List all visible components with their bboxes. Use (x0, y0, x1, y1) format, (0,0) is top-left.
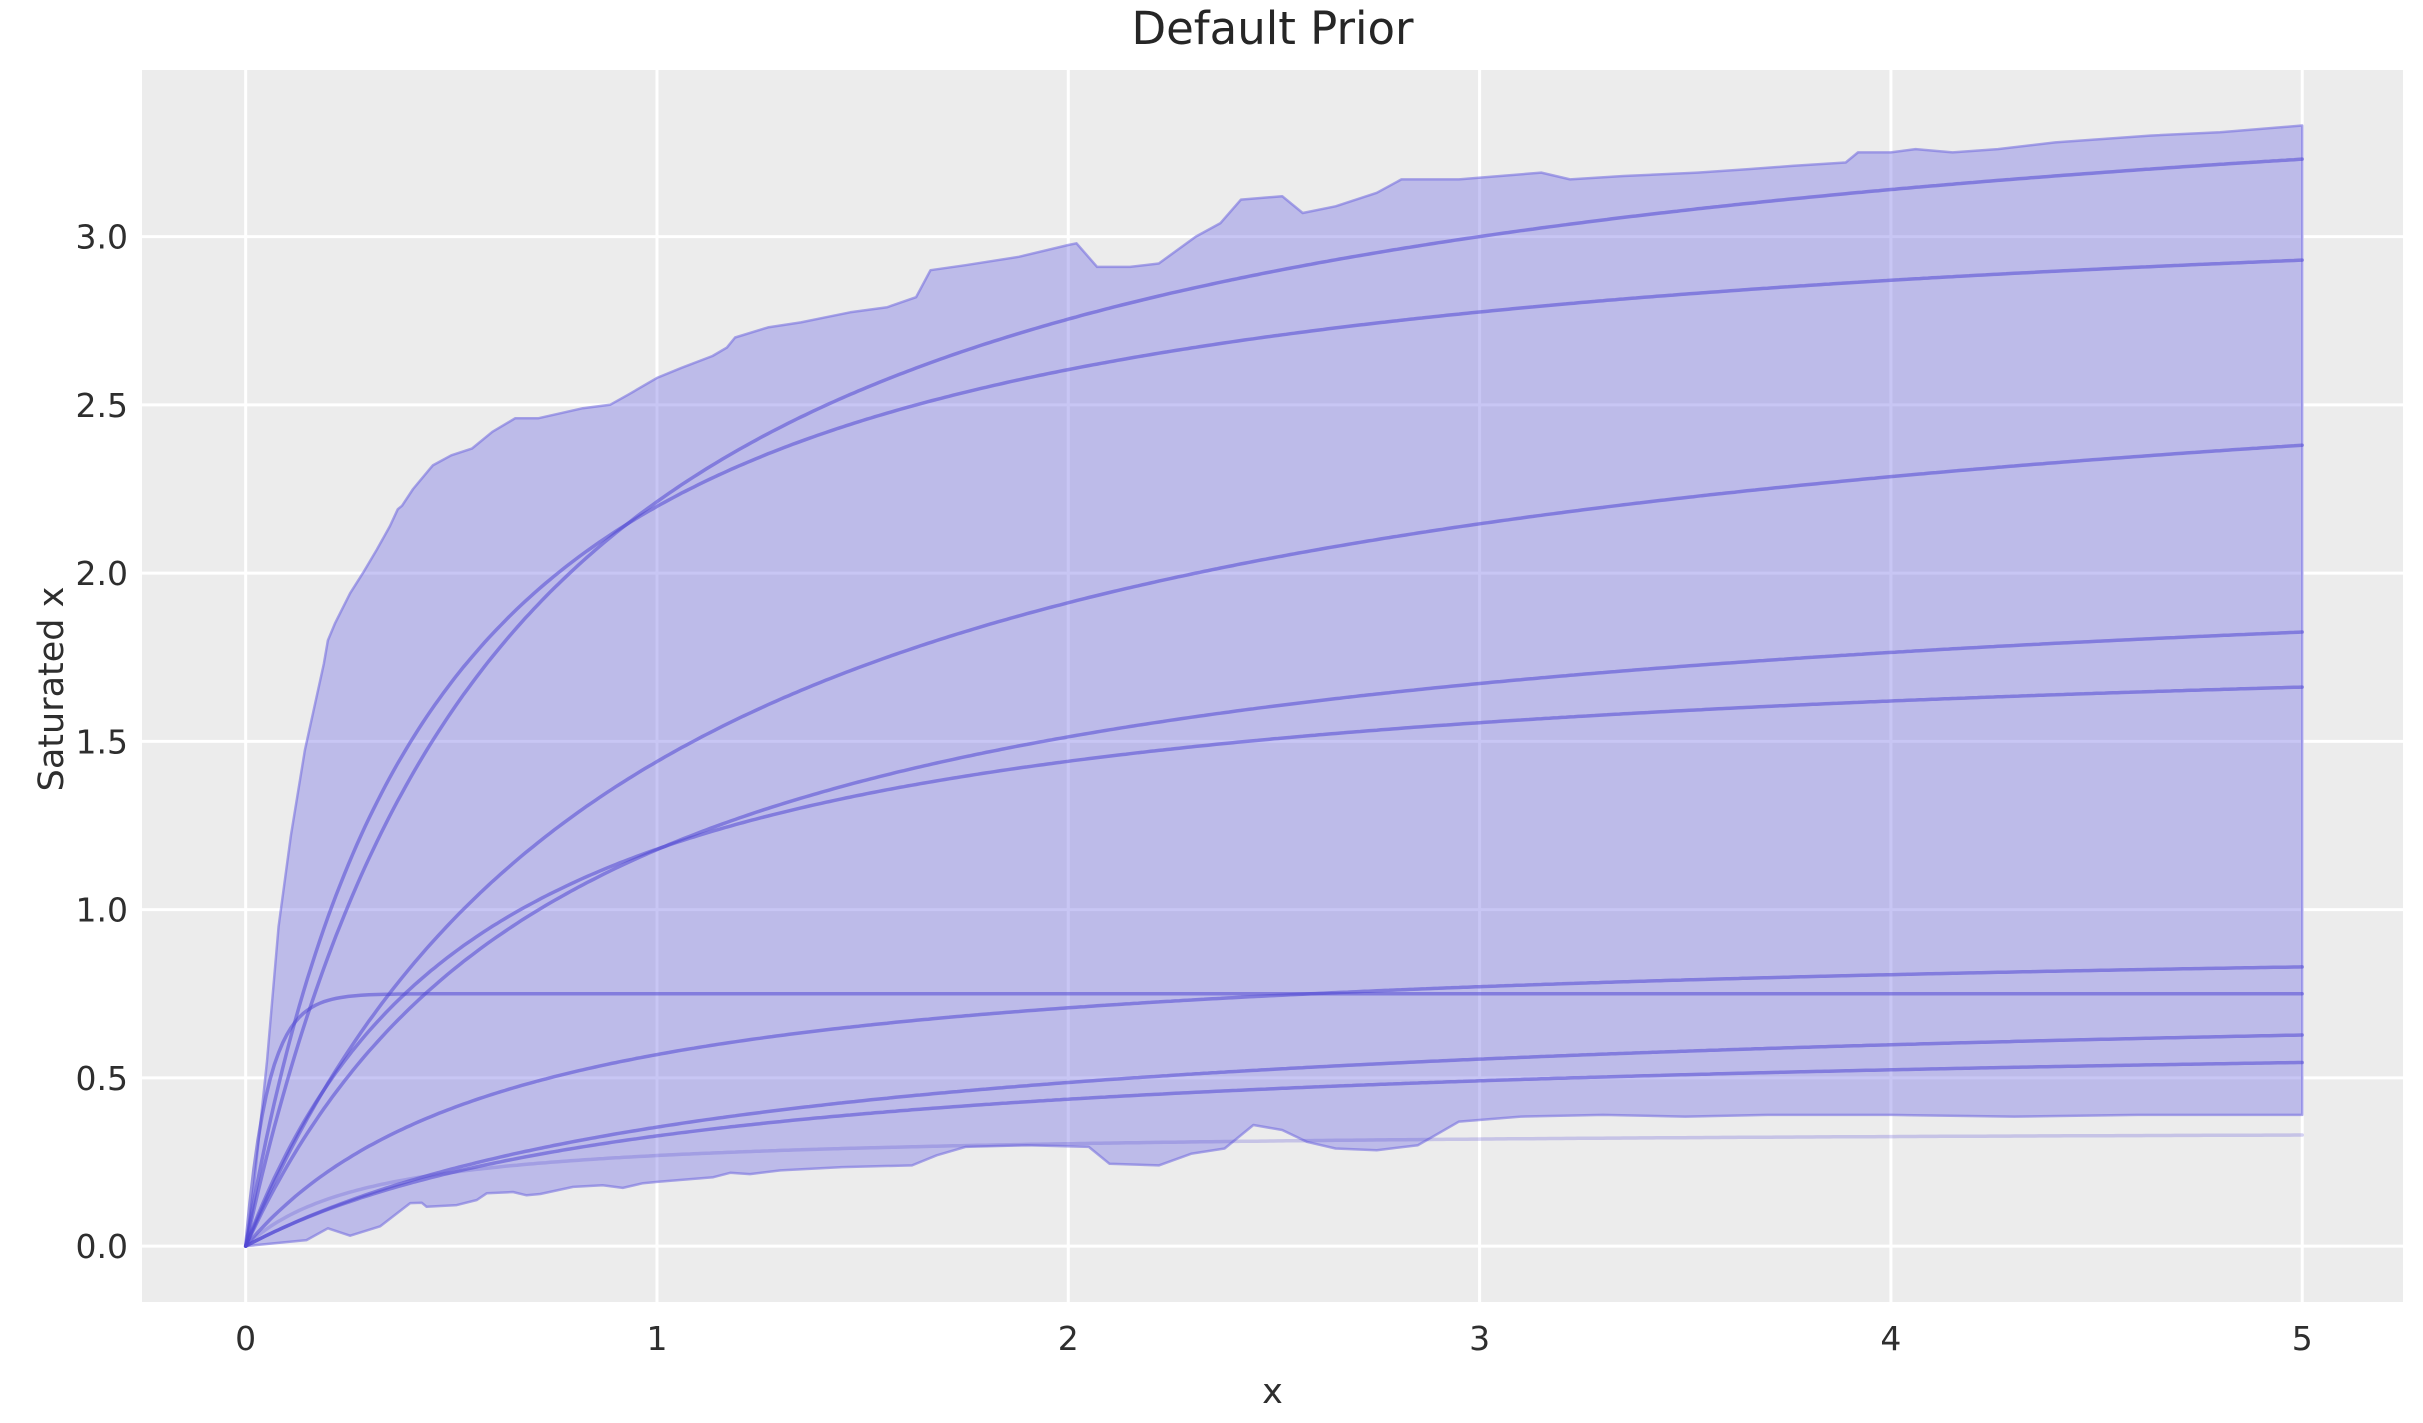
x-tick-label: 2 (1058, 1319, 1079, 1358)
prior-band (244, 124, 2304, 1248)
prior-sample-curve-sample-10 (243, 1133, 2304, 1248)
prior-sample-curve-sample-2 (243, 258, 2304, 1248)
prior-sample-curve-sample-9 (243, 1060, 2304, 1248)
x-tick-label: 0 (235, 1319, 256, 1358)
prior-sample-curve-sample-3 (243, 443, 2304, 1248)
y-tick-label: 1.5 (76, 722, 128, 761)
y-tick-label: 2.5 (76, 386, 128, 425)
x-tick-label: 3 (1469, 1319, 1490, 1358)
y-tick-label: 1.0 (76, 891, 128, 930)
y-axis-label: Saturated x (32, 586, 72, 792)
prior-sample-curve-sample-7 (243, 991, 2304, 1248)
prior-sample-curve-sample-4 (243, 630, 2304, 1248)
prior-sample-curve-sample-5 (243, 685, 2304, 1248)
prior-sample-curve-sample-6 (243, 965, 2304, 1248)
chart-title: Default Prior (1131, 2, 1414, 55)
y-tick-label: 0.5 (76, 1059, 128, 1098)
x-tick-label: 4 (1880, 1319, 1901, 1358)
prior-sample-curve-sample-8 (243, 1033, 2304, 1248)
x-tick-label: 1 (646, 1319, 667, 1358)
y-tick-label: 2.0 (76, 554, 128, 593)
x-axis-label: x (1262, 1372, 1283, 1412)
plot-area (142, 70, 2403, 1302)
y-tick-label: 3.0 (76, 218, 128, 257)
y-tick-label: 0.0 (76, 1227, 128, 1266)
x-tick-label: 5 (2292, 1319, 2313, 1358)
prior-sample-curve-sample-1 (243, 157, 2304, 1248)
